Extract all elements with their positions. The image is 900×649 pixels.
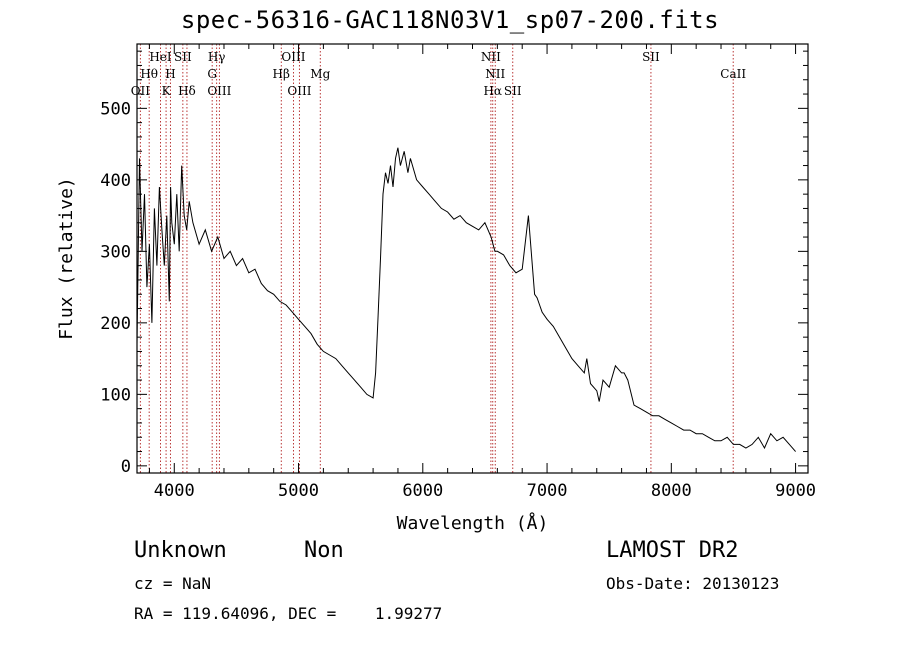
y-tick-label: 300 — [100, 242, 131, 262]
y-axis: 0 100 200 300 400 500 — [100, 50, 808, 477]
marker-label: NII — [481, 50, 501, 64]
marker-label: SII — [174, 50, 192, 64]
marker-label: CaII — [720, 67, 746, 81]
x-tick-label: 7000 — [527, 481, 568, 501]
marker-label: Hβ — [273, 67, 290, 81]
x-axis: 4000 5000 6000 7000 8000 9000 — [148, 44, 816, 501]
line-markers — [139, 44, 734, 473]
marker-label: OIII — [207, 84, 231, 98]
x-tick-label: 8000 — [651, 481, 692, 501]
y-tick-label: 200 — [100, 314, 131, 334]
marker-label: HeI — [149, 50, 172, 64]
y-tick-label: 0 — [121, 457, 131, 477]
object-class: Unknown — [134, 538, 227, 563]
x-tick-label: 9000 — [775, 481, 816, 501]
survey-name: LAMOST DR2 — [606, 538, 739, 563]
marker-label: Mg — [310, 67, 330, 81]
x-tick-label: 6000 — [402, 481, 443, 501]
marker-label: OII — [131, 84, 151, 98]
marker-label: OIII — [287, 84, 311, 98]
marker-label: Hθ — [140, 67, 158, 81]
y-tick-label: 500 — [100, 99, 131, 119]
y-axis-label: Flux (relative) — [56, 177, 77, 340]
chart-title: spec-56316-GAC118N03V1_sp07-200.fits — [180, 6, 720, 34]
plot-frame — [136, 43, 809, 474]
x-tick-label: 4000 — [154, 481, 195, 501]
x-tick-label: 5000 — [278, 481, 319, 501]
spectrum-line — [136, 147, 796, 452]
marker-label: K — [162, 84, 172, 98]
marker-label: SII — [504, 84, 522, 98]
marker-label: Hα — [483, 84, 502, 98]
object-subclass: Non — [304, 538, 344, 563]
x-axis-label: Wavelength (Å) — [397, 512, 549, 534]
marker-label: G — [207, 67, 217, 81]
obs-date-text: Obs-Date: 20130123 — [606, 574, 780, 593]
redshift-text: cz = NaN — [134, 574, 212, 593]
marker-label: H — [165, 67, 175, 81]
marker-label: SII — [642, 50, 660, 64]
marker-label: NII — [485, 67, 505, 81]
marker-label: OIII — [281, 50, 305, 64]
coordinates-text: RA = 119.64096, DEC = 1.99277 — [134, 604, 443, 623]
y-tick-label: 100 — [100, 385, 131, 405]
y-tick-label: 400 — [100, 171, 131, 191]
marker-label: Hδ — [178, 84, 196, 98]
marker-label: Hγ — [208, 50, 226, 64]
